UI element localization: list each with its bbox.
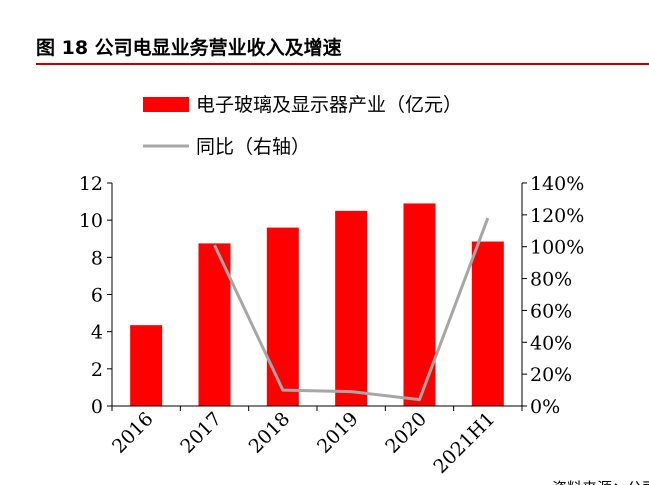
right-tick-label: 20% bbox=[530, 364, 572, 386]
left-tick-label: 0 bbox=[91, 396, 103, 418]
bar-2018 bbox=[266, 227, 299, 406]
legend-label-line: 同比（右轴） bbox=[196, 136, 310, 158]
legend-swatch-bar bbox=[143, 97, 189, 112]
legend-label-bar: 电子玻璃及显示器产业（亿元） bbox=[196, 94, 462, 116]
figure-title: 图 18 公司电显业务营业收入及增速 bbox=[36, 37, 342, 59]
x-tick-label: 2021H1 bbox=[429, 408, 499, 478]
right-tick-label: 0% bbox=[530, 396, 560, 418]
title-rule bbox=[36, 63, 649, 65]
right-tick-label: 100% bbox=[530, 237, 584, 259]
x-tick-label: 2020 bbox=[381, 408, 431, 458]
right-tick-label: 80% bbox=[530, 269, 572, 291]
x-tick-label: 2017 bbox=[176, 408, 226, 458]
right-tick-label: 140% bbox=[530, 173, 584, 195]
right-tick-label: 40% bbox=[530, 332, 572, 354]
x-tick-label: 2016 bbox=[108, 408, 158, 458]
legend: 电子玻璃及显示器产业（亿元） 同比（右轴） bbox=[143, 94, 462, 158]
x-tick-label: 2018 bbox=[245, 408, 295, 458]
bar-2020 bbox=[403, 203, 436, 406]
left-tick-label: 2 bbox=[91, 359, 103, 381]
left-tick-label: 4 bbox=[91, 322, 103, 344]
right-tick-label: 120% bbox=[530, 205, 584, 227]
right-tick-label: 60% bbox=[530, 300, 572, 322]
bar-2016 bbox=[130, 325, 163, 406]
left-tick-label: 12 bbox=[79, 173, 103, 195]
left-tick-label: 8 bbox=[91, 247, 103, 269]
left-tick-label: 6 bbox=[91, 285, 103, 307]
x-tick-label: 2019 bbox=[313, 408, 363, 458]
bar-2021H1 bbox=[471, 241, 504, 406]
bar-2019 bbox=[335, 210, 368, 406]
left-tick-label: 10 bbox=[79, 210, 103, 232]
source-text: 资料来源：公司 bbox=[552, 479, 649, 485]
